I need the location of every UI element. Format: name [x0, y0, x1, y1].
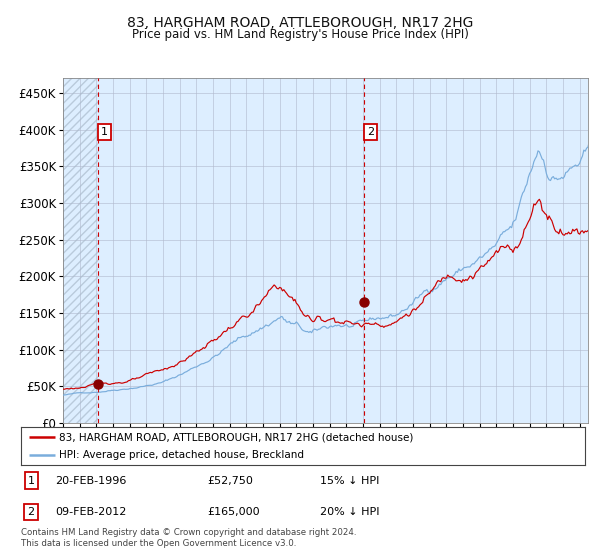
Text: £52,750: £52,750: [207, 475, 253, 486]
Text: 83, HARGHAM ROAD, ATTLEBOROUGH, NR17 2HG: 83, HARGHAM ROAD, ATTLEBOROUGH, NR17 2HG: [127, 16, 473, 30]
Text: 15% ↓ HPI: 15% ↓ HPI: [320, 475, 379, 486]
Bar: [63, 78, 98, 423]
Text: 20% ↓ HPI: 20% ↓ HPI: [320, 507, 379, 517]
Text: 09-FEB-2012: 09-FEB-2012: [55, 507, 126, 517]
Text: Price paid vs. HM Land Registry's House Price Index (HPI): Price paid vs. HM Land Registry's House …: [131, 28, 469, 41]
Text: 83, HARGHAM ROAD, ATTLEBOROUGH, NR17 2HG (detached house): 83, HARGHAM ROAD, ATTLEBOROUGH, NR17 2HG…: [59, 432, 414, 442]
Text: 1: 1: [28, 475, 35, 486]
Text: £165,000: £165,000: [207, 507, 260, 517]
Text: Contains HM Land Registry data © Crown copyright and database right 2024.: Contains HM Land Registry data © Crown c…: [21, 528, 356, 537]
Text: This data is licensed under the Open Government Licence v3.0.: This data is licensed under the Open Gov…: [21, 539, 296, 548]
Text: 20-FEB-1996: 20-FEB-1996: [55, 475, 126, 486]
Text: 1: 1: [101, 127, 108, 137]
Text: 2: 2: [367, 127, 374, 137]
Text: HPI: Average price, detached house, Breckland: HPI: Average price, detached house, Brec…: [59, 450, 304, 460]
Text: 2: 2: [28, 507, 35, 517]
